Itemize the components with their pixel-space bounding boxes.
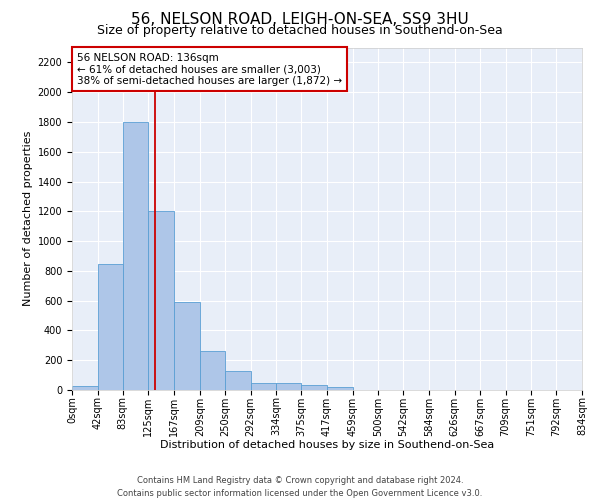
Bar (200, 352, 225, 390)
Text: 56 NELSON ROAD: 136sqm
← 61% of detached houses are smaller (3,003)
38% of semi-: 56 NELSON ROAD: 136sqm ← 61% of detached… (77, 52, 342, 86)
Bar (301, 385, 327, 390)
Bar (98, 264, 123, 390)
Text: Contains HM Land Registry data © Crown copyright and database right 2024.
Contai: Contains HM Land Registry data © Crown c… (118, 476, 482, 498)
X-axis label: Distribution of detached houses by size in Southend-on-Sea: Distribution of detached houses by size … (160, 440, 494, 450)
Bar (123, 122, 148, 390)
Text: 56, NELSON ROAD, LEIGH-ON-SEA, SS9 3HU: 56, NELSON ROAD, LEIGH-ON-SEA, SS9 3HU (131, 12, 469, 28)
Bar (276, 384, 301, 390)
Bar (148, 212, 174, 390)
Text: Size of property relative to detached houses in Southend-on-Sea: Size of property relative to detached ho… (97, 24, 503, 37)
Bar (251, 382, 276, 390)
Bar (174, 302, 200, 390)
Bar (327, 388, 353, 390)
Bar (225, 372, 251, 390)
Bar (72, 386, 98, 390)
Y-axis label: Number of detached properties: Number of detached properties (23, 131, 34, 306)
